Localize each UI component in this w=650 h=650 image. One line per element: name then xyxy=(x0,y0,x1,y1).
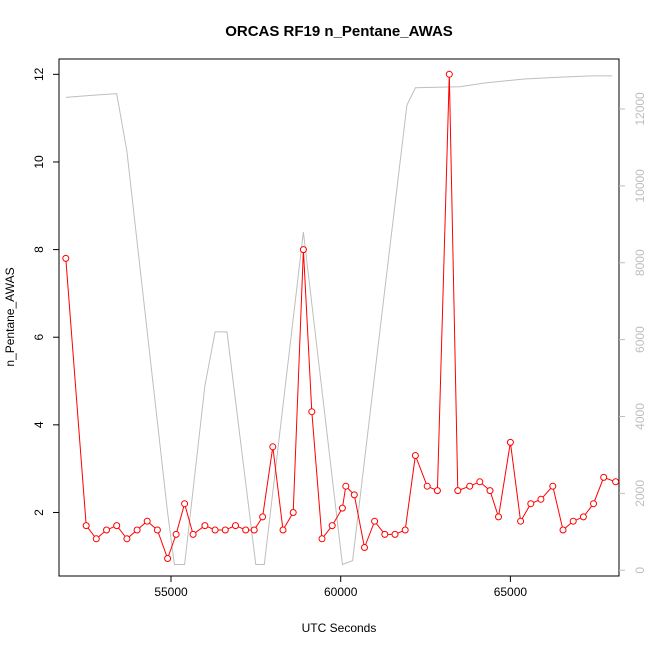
data-point xyxy=(486,487,494,495)
data-point xyxy=(92,535,100,543)
data-point xyxy=(527,500,535,508)
data-point xyxy=(103,526,110,534)
data-point xyxy=(82,522,90,530)
data-point xyxy=(172,530,180,538)
data-point xyxy=(549,482,557,490)
y2-tick-label: 12000 xyxy=(633,92,647,126)
data-point xyxy=(476,478,484,486)
data-point xyxy=(123,535,131,543)
data-point xyxy=(350,491,358,499)
data-point xyxy=(569,517,577,525)
data-point xyxy=(411,452,419,459)
data-point xyxy=(113,522,121,530)
data-point xyxy=(250,526,258,534)
data-point xyxy=(279,526,287,534)
data-point xyxy=(164,555,172,562)
y2-tick-label: 8000 xyxy=(633,249,647,276)
y-tick-label: 12 xyxy=(32,67,46,81)
data-point xyxy=(308,408,316,416)
y2-tick-label: 6000 xyxy=(633,326,647,353)
data-point xyxy=(495,513,502,521)
data-point xyxy=(559,526,567,534)
data-point xyxy=(401,526,409,534)
data-point xyxy=(361,544,368,551)
data-point xyxy=(221,526,229,534)
data-point xyxy=(579,513,587,521)
data-point xyxy=(289,509,297,516)
axis-layer: 55000 60000 65000 2 4 6 8 10 12 0 2000 4000 6000 8000… xyxy=(32,67,647,599)
data-point xyxy=(423,482,431,490)
x-tick-label: 60000 xyxy=(324,585,358,599)
y-axis-label: n_Pentane_AWAS xyxy=(3,267,17,366)
y-tick-label: 8 xyxy=(32,246,46,253)
data-point xyxy=(517,517,525,525)
data-point xyxy=(201,522,209,530)
y-tick-label: 2 xyxy=(32,509,46,516)
data-point xyxy=(181,500,189,508)
data-point xyxy=(338,504,346,512)
data-point xyxy=(371,517,379,525)
data-point xyxy=(242,526,250,534)
data-point xyxy=(600,473,608,481)
data-point xyxy=(259,513,267,521)
data-point xyxy=(342,482,350,490)
series-primary-line xyxy=(65,74,616,560)
y-tick-label: 4 xyxy=(32,421,46,428)
data-point xyxy=(391,530,399,538)
data-point xyxy=(612,478,620,486)
data-point xyxy=(189,530,197,538)
data-point xyxy=(232,522,239,530)
data-point xyxy=(537,495,545,503)
x-tick-label: 55000 xyxy=(154,585,188,599)
data-point xyxy=(454,487,462,495)
data-point xyxy=(433,487,441,495)
data-point xyxy=(590,500,597,508)
data-point xyxy=(318,535,326,543)
data-point xyxy=(269,443,277,451)
y-tick-label: 10 xyxy=(32,155,46,169)
y2-tick-label: 4000 xyxy=(633,403,647,430)
data-point xyxy=(466,482,474,490)
data-point xyxy=(506,438,514,446)
chart-title: ORCAS RF19 n_Pentane_AWAS xyxy=(225,23,453,40)
data-point xyxy=(211,526,219,534)
y2-tick-label: 0 xyxy=(633,567,647,574)
data-point xyxy=(143,517,151,525)
data-point xyxy=(153,526,161,534)
data-point xyxy=(299,246,307,254)
data-point xyxy=(133,526,141,534)
data-point xyxy=(62,254,70,262)
series-secondary-line xyxy=(65,75,613,566)
data-point xyxy=(328,522,336,530)
x-axis-label: UTC Seconds xyxy=(302,621,377,635)
y-tick-label: 6 xyxy=(32,334,46,341)
series-layer xyxy=(62,70,620,566)
y2-tick-label: 10000 xyxy=(633,169,647,203)
plot-frame xyxy=(58,58,620,577)
x-tick-label: 65000 xyxy=(494,585,528,599)
data-point xyxy=(381,530,389,538)
data-point xyxy=(445,70,453,78)
y2-tick-label: 2000 xyxy=(633,480,647,507)
